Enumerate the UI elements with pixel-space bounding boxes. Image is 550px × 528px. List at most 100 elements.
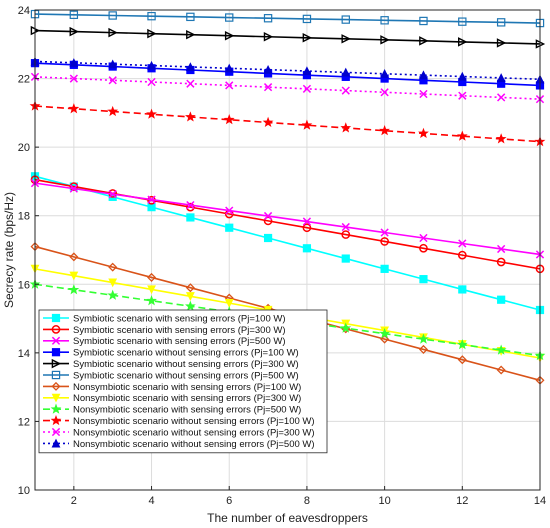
legend-marker [51, 370, 61, 380]
data-point [108, 76, 117, 85]
data-point [341, 34, 351, 44]
data-point [379, 125, 390, 136]
legend-marker [51, 438, 61, 448]
data-point [108, 59, 118, 69]
data-point [69, 182, 79, 191]
x-tick-label: 6 [226, 495, 232, 507]
data-point [225, 223, 234, 232]
legend: Symbiotic scenario with sensing errors (… [38, 309, 328, 454]
data-point [147, 28, 157, 39]
data-point [185, 292, 195, 302]
series-10 [29, 100, 546, 147]
data-point [185, 300, 196, 311]
legend-item: Symbiotic scenario without sensing error… [43, 370, 299, 381]
data-point [495, 133, 507, 144]
legend-label: Symbiotic scenario without sensing error… [73, 348, 299, 359]
data-point [186, 79, 195, 88]
data-point [419, 275, 428, 284]
data-point [341, 230, 351, 239]
series-line [34, 62, 541, 87]
data-point [69, 184, 78, 193]
data-point [301, 119, 313, 130]
data-point [262, 116, 274, 128]
data-point [147, 11, 156, 21]
data-point [380, 334, 390, 344]
legend-item: Nonsymbiotic scenario with sensing error… [43, 403, 301, 416]
y-tick-label: 16 [18, 279, 30, 291]
legend-item: Nonsymbiotic scenario with sensing error… [43, 382, 301, 393]
x-tick-label: 12 [456, 495, 468, 507]
data-point [108, 278, 118, 288]
y-tick-label: 10 [18, 485, 30, 497]
data-point [497, 93, 506, 102]
data-point [68, 284, 80, 295]
data-point [224, 30, 235, 41]
data-point [147, 195, 156, 204]
series-line [34, 175, 541, 311]
x-tick-label: 8 [304, 495, 310, 507]
plot-frame [34, 9, 541, 491]
legend-marker [51, 348, 61, 357]
data-point [69, 26, 80, 37]
y-tick-label: 14 [18, 348, 30, 360]
data-point [69, 252, 79, 262]
data-point [341, 222, 350, 232]
legend-label: Nonsymbiotic scenario with sensing error… [73, 393, 301, 404]
series-5 [30, 25, 546, 49]
legend-marker [51, 381, 61, 391]
series-line [34, 76, 541, 100]
data-point [263, 32, 274, 42]
data-point [341, 86, 350, 95]
legend-marker [51, 325, 61, 334]
series-line [34, 13, 541, 24]
data-point [419, 243, 428, 253]
series-line [34, 60, 541, 81]
data-point [302, 66, 312, 76]
data-point [68, 103, 80, 114]
data-point [458, 91, 467, 100]
data-point [302, 33, 313, 43]
data-point [380, 69, 390, 78]
data-point [263, 83, 273, 92]
series-line [34, 105, 541, 143]
data-point [147, 60, 156, 70]
series-3 [30, 179, 545, 259]
data-point [185, 111, 196, 122]
data-point [419, 70, 428, 80]
data-point [69, 58, 79, 67]
data-point [69, 10, 79, 19]
legend-box [38, 309, 328, 454]
legend-item: Nonsymbiotic scenario without sensing er… [43, 414, 315, 427]
series-line [34, 29, 541, 45]
y-tick-label: 18 [18, 211, 30, 223]
data-point [224, 63, 234, 73]
data-point [186, 202, 195, 212]
data-point [456, 130, 468, 141]
legend-label: Symbiotic scenario with sensing errors (… [73, 313, 286, 324]
legend-item: Symbiotic scenario with sensing errors (… [43, 336, 286, 347]
data-point [302, 223, 312, 233]
legend-marker [51, 313, 61, 323]
data-point [496, 365, 506, 375]
data-point [496, 38, 507, 48]
data-point [496, 257, 506, 267]
y-tick-label: 24 [18, 5, 30, 17]
data-point [457, 250, 467, 260]
legend-marker [51, 393, 61, 403]
legend-label: Symbiotic scenario with sensing errors (… [73, 325, 286, 336]
x-tick-label: 14 [534, 495, 546, 507]
legend-item: Symbiotic scenario without sensing error… [43, 358, 299, 370]
y-tick-label: 12 [18, 416, 30, 428]
data-point [497, 244, 506, 254]
data-point [185, 62, 195, 72]
data-point [225, 206, 234, 215]
data-point [418, 333, 429, 344]
data-point [458, 17, 467, 26]
data-point [108, 27, 118, 38]
data-point [147, 77, 156, 87]
data-point [107, 289, 119, 300]
data-point [225, 13, 234, 22]
legend-item: Nonsymbiotic scenario with sensing error… [43, 393, 301, 404]
series-line [34, 182, 541, 256]
